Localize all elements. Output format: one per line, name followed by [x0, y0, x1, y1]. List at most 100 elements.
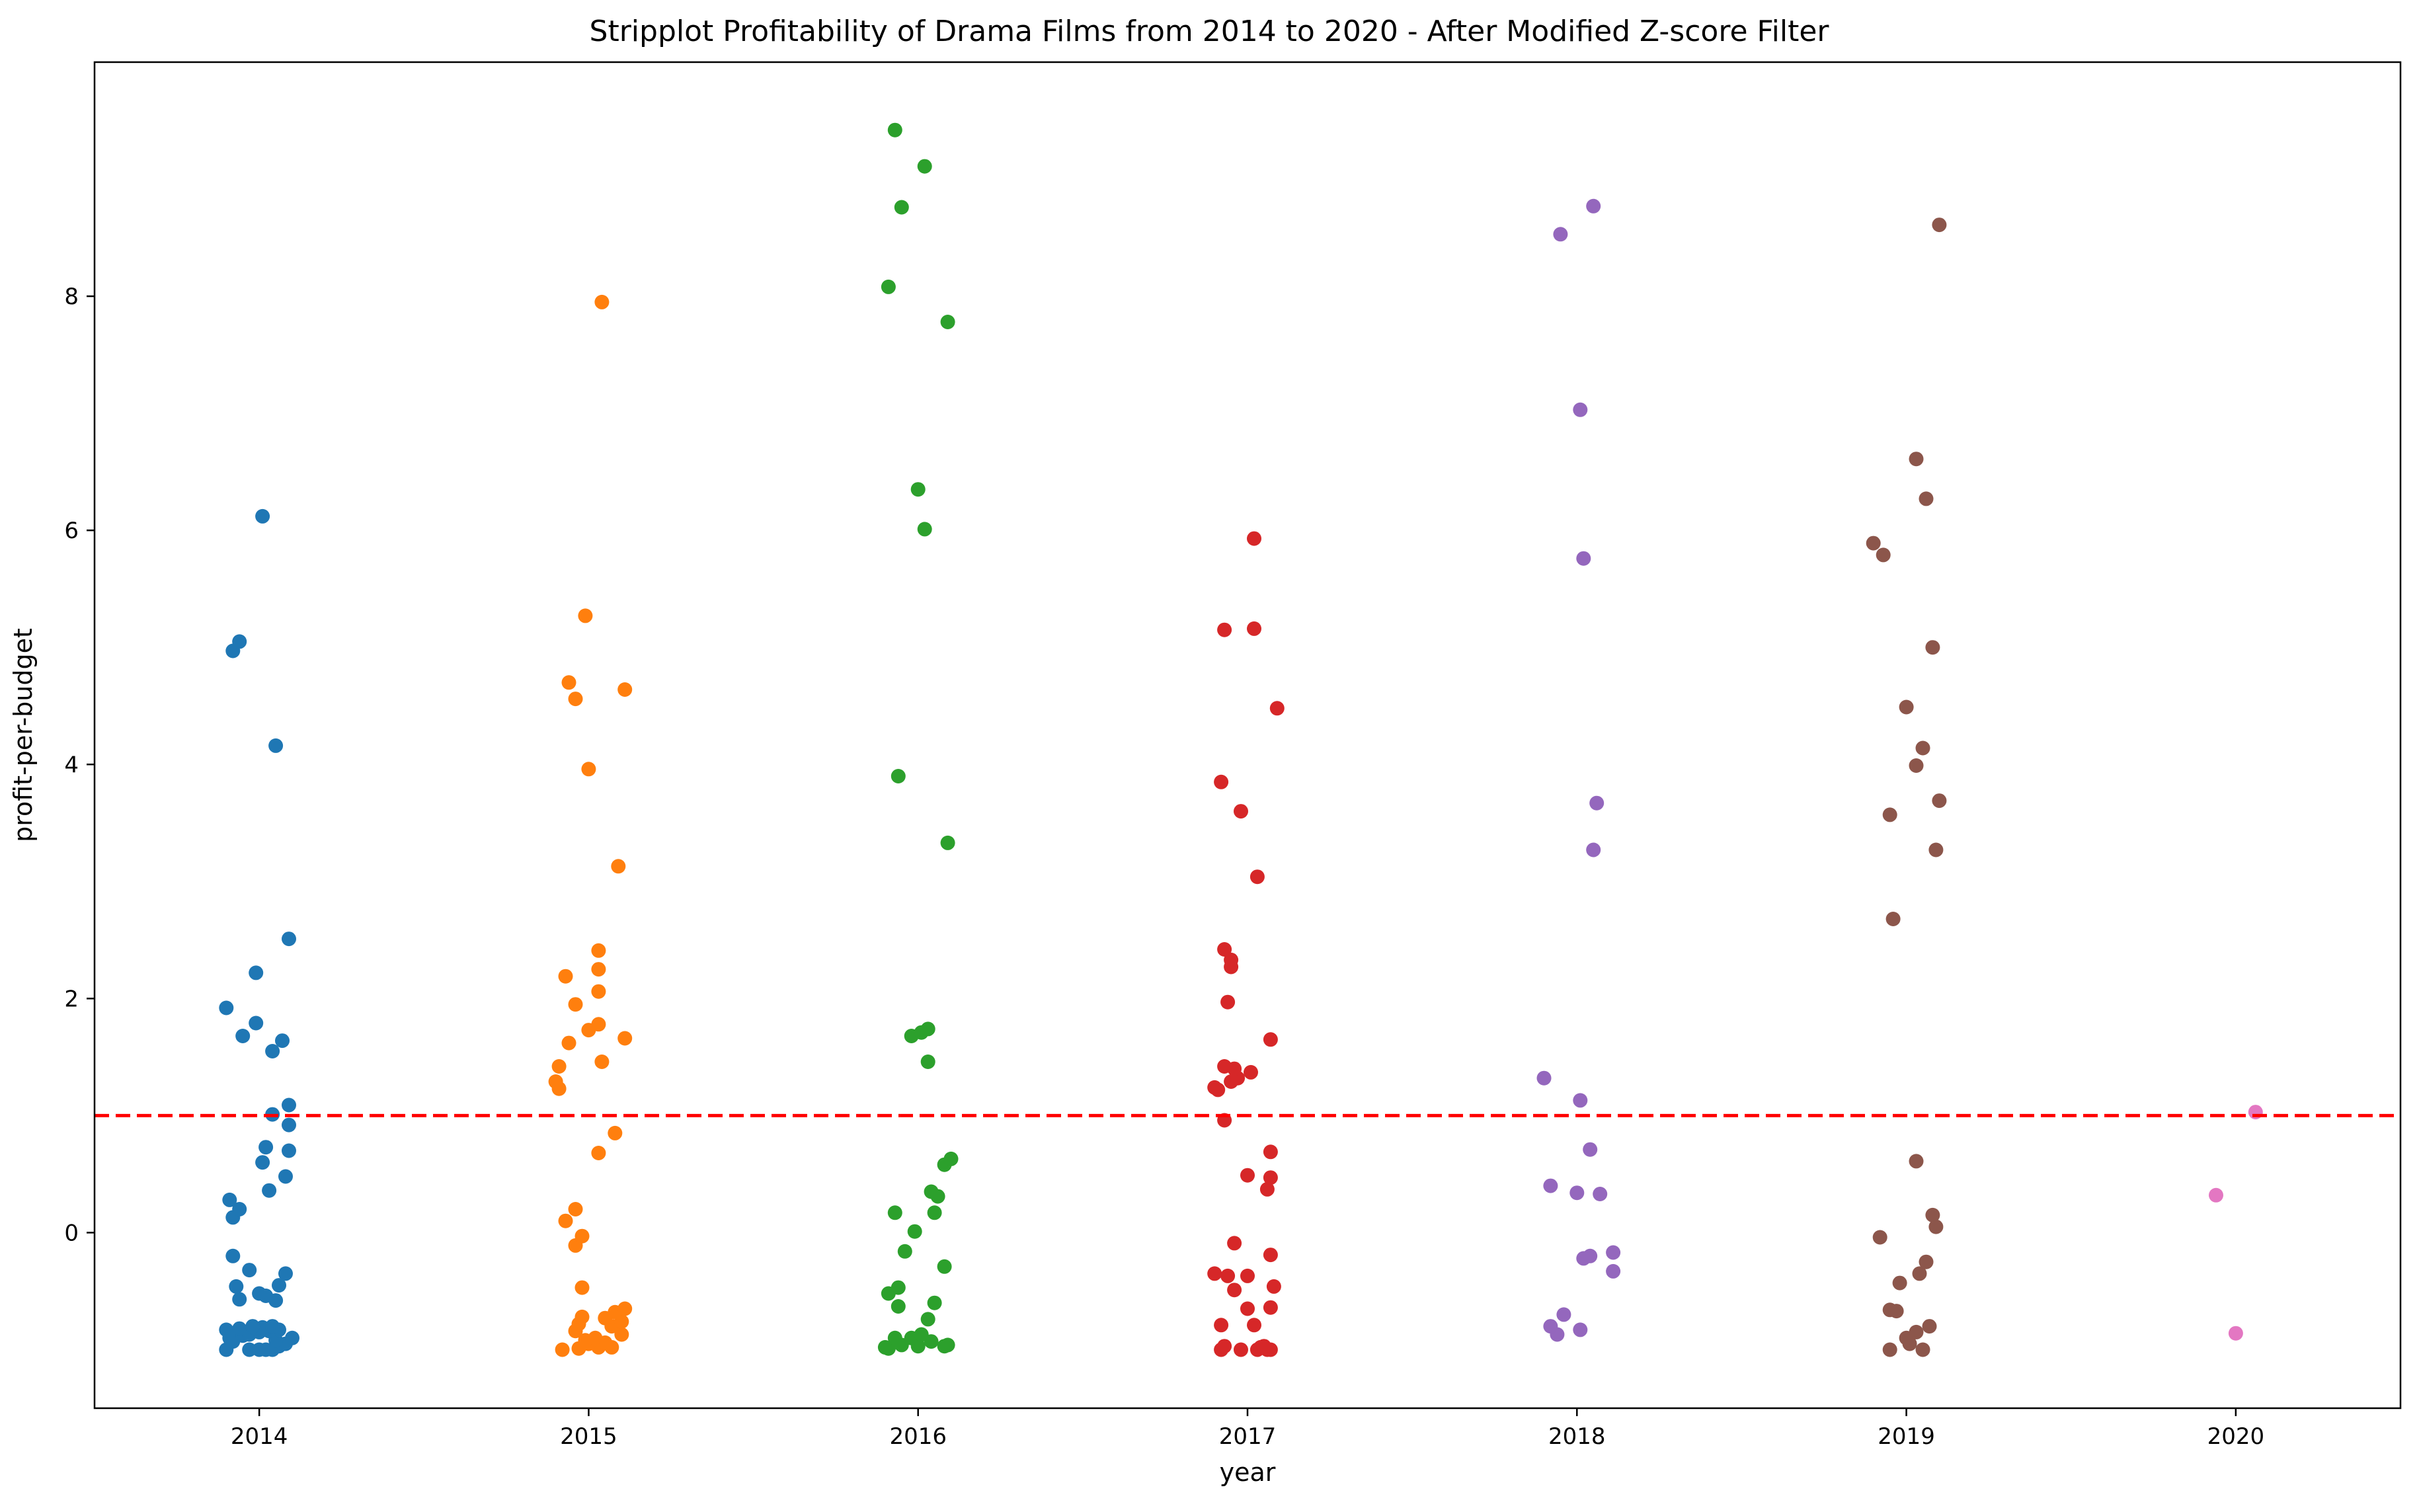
data-point-2016	[914, 1327, 929, 1342]
data-point-2015	[617, 682, 633, 697]
data-point-2019	[1872, 1230, 1887, 1245]
data-point-2016	[910, 482, 926, 497]
data-point-2016	[891, 1299, 906, 1314]
data-point-2014	[249, 965, 264, 980]
data-point-2017	[1234, 1342, 1248, 1357]
x-axis-label: year	[1220, 1458, 1276, 1487]
y-tick-label: 4	[64, 752, 79, 778]
y-tick-label: 0	[64, 1220, 79, 1246]
x-tick-label: 2017	[1219, 1423, 1277, 1450]
data-point-2017	[1263, 1032, 1278, 1047]
data-point-2014	[278, 1266, 293, 1281]
data-point-2019	[1909, 1324, 1924, 1339]
data-point-2017	[1247, 531, 1261, 546]
data-point-2017	[1266, 1279, 1281, 1294]
data-point-2015	[591, 1146, 606, 1160]
data-point-2015	[568, 1202, 583, 1216]
data-point-2019	[1932, 793, 1947, 809]
data-point-2016	[907, 1224, 922, 1239]
x-tick-label: 2015	[560, 1423, 617, 1450]
data-point-2015	[575, 1280, 590, 1295]
data-point-2015	[614, 1327, 629, 1342]
data-point-2017	[1263, 1248, 1278, 1263]
data-point-2014	[232, 634, 247, 649]
data-point-2016	[891, 1280, 906, 1295]
data-point-2015	[591, 1017, 606, 1032]
data-point-2015	[575, 1228, 590, 1244]
data-point-2016	[887, 1330, 902, 1345]
data-point-2014	[255, 1155, 270, 1170]
data-point-2016	[877, 1339, 892, 1355]
data-point-2015	[617, 1301, 633, 1316]
data-point-2014	[229, 1279, 244, 1294]
data-point-2019	[1919, 491, 1934, 506]
data-point-2018	[1569, 1185, 1585, 1201]
data-point-2017	[1249, 869, 1265, 885]
data-point-2015	[591, 943, 606, 958]
data-point-2019	[1882, 1302, 1897, 1318]
data-point-2015	[591, 984, 606, 999]
data-point-2017	[1220, 994, 1236, 1010]
data-point-2020	[2209, 1187, 2223, 1203]
data-point-2019	[1932, 218, 1947, 233]
data-point-2019	[1909, 1154, 1924, 1169]
data-point-2014	[282, 1117, 296, 1133]
data-point-2015	[594, 1054, 610, 1069]
data-point-2014	[242, 1263, 257, 1278]
data-point-2017	[1224, 952, 1239, 967]
data-point-2014	[272, 1278, 286, 1293]
data-point-2016	[920, 1312, 935, 1327]
data-point-2016	[887, 122, 902, 138]
y-axis: 0 2 4 6 8	[64, 284, 95, 1246]
data-point-2014	[249, 1015, 264, 1031]
data-point-2019	[1885, 912, 1901, 926]
data-point-2018	[1573, 1093, 1588, 1108]
data-point-2014	[262, 1183, 277, 1198]
data-point-2016	[940, 835, 955, 850]
data-point-2019	[1912, 1266, 1927, 1281]
data-point-2014	[232, 1292, 247, 1307]
data-point-2017	[1214, 1318, 1229, 1333]
data-point-2018	[1576, 551, 1591, 566]
data-point-2017	[1256, 1339, 1271, 1354]
data-point-2016	[920, 1054, 935, 1069]
data-point-2017	[1240, 1168, 1255, 1183]
data-point-2017	[1217, 1339, 1232, 1354]
data-point-2017	[1214, 774, 1229, 789]
data-point-2015	[558, 969, 573, 984]
data-point-2019	[1928, 1219, 1944, 1234]
data-point-2016	[927, 1295, 942, 1310]
data-point-2016	[881, 279, 896, 294]
data-point-2014	[282, 932, 296, 947]
data-point-2015	[588, 1330, 603, 1345]
data-point-2017	[1217, 942, 1232, 957]
data-point-2018	[1576, 1251, 1591, 1266]
data-point-2014	[265, 1044, 280, 1058]
data-point-2014	[282, 1143, 296, 1158]
data-point-2017	[1247, 621, 1261, 636]
data-point-2015	[548, 1074, 563, 1089]
data-point-2019	[1909, 758, 1924, 773]
data-point-2014	[285, 1330, 299, 1345]
x-axis: 2014 2015 2016 2017 2018 2019 2020	[231, 1408, 2264, 1450]
data-point-2018	[1593, 1187, 1608, 1201]
data-point-2018	[1606, 1263, 1621, 1279]
data-point-2019	[1925, 1207, 1940, 1222]
data-point-2018	[1583, 1142, 1598, 1157]
data-point-2020	[2228, 1326, 2243, 1341]
data-point-2018	[1586, 198, 1601, 214]
data-point-2015	[561, 1035, 576, 1051]
data-point-2016	[943, 1151, 959, 1166]
data-point-2015	[555, 1342, 570, 1357]
data-point-2015	[561, 675, 576, 690]
data-point-2019	[1919, 1254, 1934, 1269]
data-point-2016	[917, 522, 932, 537]
data-point-2018	[1536, 1070, 1552, 1086]
data-point-2019	[1922, 1319, 1937, 1334]
data-point-2015	[608, 1125, 623, 1140]
data-point-2014	[219, 1322, 234, 1337]
data-point-2014	[278, 1169, 293, 1184]
data-point-2016	[937, 1259, 952, 1274]
